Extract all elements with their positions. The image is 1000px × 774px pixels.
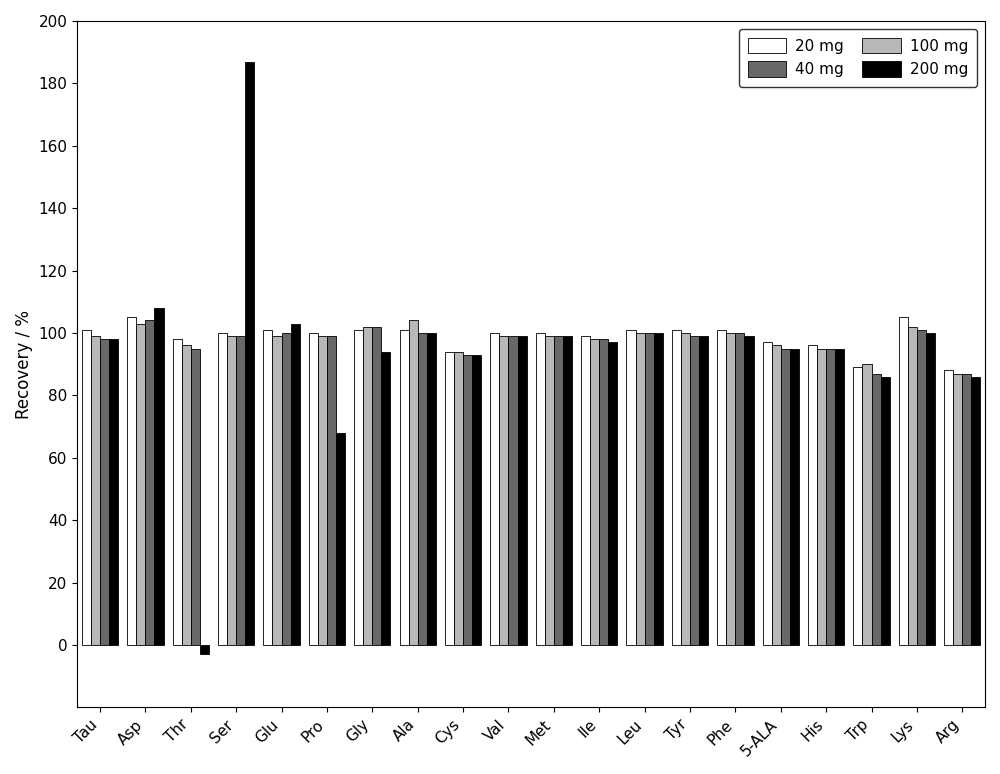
- Bar: [944, 371, 953, 645]
- Bar: [862, 364, 872, 645]
- Legend: 20 mg, 40 mg, 100 mg, 200 mg: 20 mg, 40 mg, 100 mg, 200 mg: [739, 29, 977, 87]
- Bar: [645, 333, 654, 645]
- Bar: [191, 348, 200, 645]
- Y-axis label: Recovery / %: Recovery / %: [15, 310, 33, 419]
- Bar: [145, 320, 154, 645]
- Bar: [272, 336, 282, 645]
- Bar: [263, 330, 272, 645]
- Bar: [744, 336, 754, 645]
- Bar: [826, 348, 835, 645]
- Bar: [363, 327, 372, 645]
- Bar: [463, 354, 472, 645]
- Bar: [154, 308, 164, 645]
- Bar: [136, 324, 145, 645]
- Bar: [499, 336, 508, 645]
- Bar: [790, 348, 799, 645]
- Bar: [381, 351, 390, 645]
- Bar: [236, 336, 245, 645]
- Bar: [508, 336, 518, 645]
- Bar: [445, 351, 454, 645]
- Bar: [291, 324, 300, 645]
- Bar: [881, 377, 890, 645]
- Bar: [899, 317, 908, 645]
- Bar: [82, 330, 91, 645]
- Bar: [91, 336, 100, 645]
- Bar: [599, 339, 608, 645]
- Bar: [409, 320, 418, 645]
- Bar: [763, 342, 772, 645]
- Bar: [872, 374, 881, 645]
- Bar: [545, 336, 554, 645]
- Bar: [109, 339, 118, 645]
- Bar: [472, 354, 481, 645]
- Bar: [536, 333, 545, 645]
- Bar: [490, 333, 499, 645]
- Bar: [781, 348, 790, 645]
- Bar: [699, 336, 708, 645]
- Bar: [672, 330, 681, 645]
- Bar: [318, 336, 327, 645]
- Bar: [200, 645, 209, 654]
- Bar: [817, 348, 826, 645]
- Bar: [962, 374, 971, 645]
- Bar: [626, 330, 636, 645]
- Bar: [518, 336, 527, 645]
- Bar: [372, 327, 381, 645]
- Bar: [808, 345, 817, 645]
- Bar: [245, 62, 254, 645]
- Bar: [690, 336, 699, 645]
- Bar: [654, 333, 663, 645]
- Bar: [917, 330, 926, 645]
- Bar: [336, 433, 345, 645]
- Bar: [400, 330, 409, 645]
- Bar: [309, 333, 318, 645]
- Bar: [608, 342, 617, 645]
- Bar: [454, 351, 463, 645]
- Bar: [100, 339, 109, 645]
- Bar: [835, 348, 844, 645]
- Bar: [717, 330, 726, 645]
- Bar: [354, 330, 363, 645]
- Bar: [926, 333, 935, 645]
- Bar: [908, 327, 917, 645]
- Bar: [127, 317, 136, 645]
- Bar: [726, 333, 735, 645]
- Bar: [218, 333, 227, 645]
- Bar: [327, 336, 336, 645]
- Bar: [590, 339, 599, 645]
- Bar: [227, 336, 236, 645]
- Bar: [735, 333, 744, 645]
- Bar: [173, 339, 182, 645]
- Bar: [581, 336, 590, 645]
- Bar: [853, 368, 862, 645]
- Bar: [971, 377, 980, 645]
- Bar: [681, 333, 690, 645]
- Bar: [282, 333, 291, 645]
- Bar: [554, 336, 563, 645]
- Bar: [427, 333, 436, 645]
- Bar: [563, 336, 572, 645]
- Bar: [182, 345, 191, 645]
- Bar: [636, 333, 645, 645]
- Bar: [418, 333, 427, 645]
- Bar: [772, 345, 781, 645]
- Bar: [953, 374, 962, 645]
